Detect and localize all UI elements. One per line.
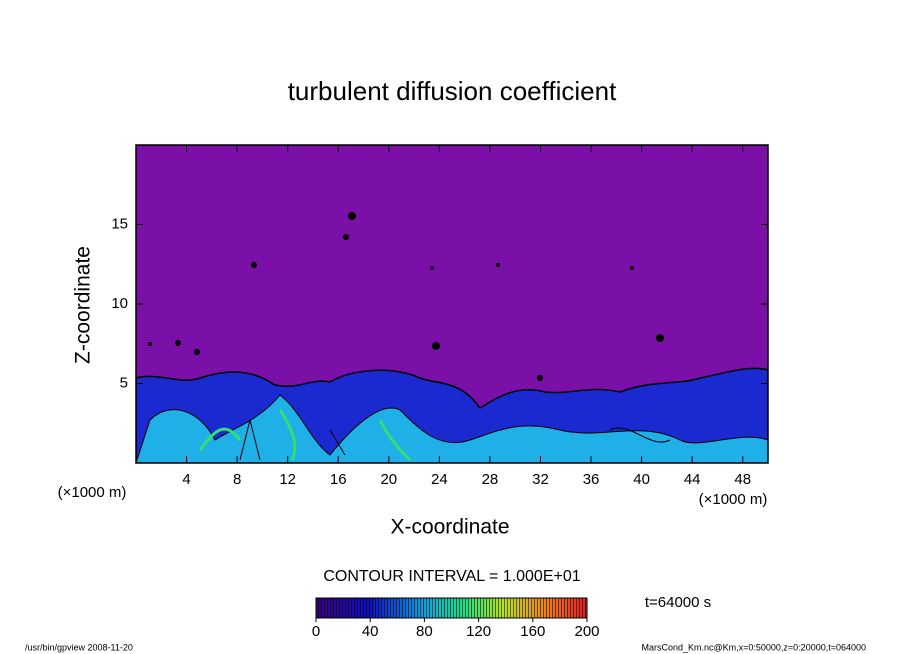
- colorbar-tick-label: 0: [312, 623, 320, 640]
- x-tick-label: 44: [684, 471, 701, 488]
- y-axis-label: Z-coordinate: [72, 246, 95, 364]
- y-tick-label: 10: [111, 295, 128, 312]
- x-tick-label: 40: [633, 471, 650, 488]
- x-tick-label: 8: [233, 471, 241, 488]
- x-tick-label: 16: [330, 471, 347, 488]
- x-tick-label: 48: [734, 471, 751, 488]
- contour-interval: CONTOUR INTERVAL = 1.000E+01: [323, 568, 580, 585]
- colorbar-tick-label: 120: [466, 623, 491, 640]
- footer-right: MarsCond_Km.nc@Km,x=0:50000,z=0:20000,t=…: [641, 642, 866, 652]
- x-tick-label: 36: [583, 471, 600, 488]
- colorbar-tick-label: 40: [362, 623, 379, 640]
- footer-left: /usr/bin/gpview 2008-11-20: [25, 642, 133, 652]
- x-tick-label: 4: [182, 471, 190, 488]
- time-label: t=64000 s: [645, 594, 711, 611]
- x-tick-label: 24: [431, 471, 448, 488]
- colorbar-tick-label: 200: [574, 623, 599, 640]
- y-tick-label: 5: [120, 374, 128, 391]
- x-unit-label: (×1000 m): [58, 484, 127, 501]
- colorbar-tick-label: 160: [520, 623, 545, 640]
- x-axis-label: X-coordinate: [390, 516, 509, 539]
- x-tick-label: 32: [532, 471, 549, 488]
- x-unit-label: (×1000 m): [699, 491, 768, 508]
- colorbar-stripes: [315, 597, 588, 619]
- x-tick-label: 20: [380, 471, 397, 488]
- chart-title: turbulent diffusion coefficient: [288, 76, 617, 106]
- x-tick-label: 28: [482, 471, 499, 488]
- colorbar-tick-label: 80: [416, 623, 433, 640]
- x-tick-label: 12: [279, 471, 296, 488]
- y-tick-label: 15: [111, 215, 128, 232]
- contour-field: [136, 145, 768, 463]
